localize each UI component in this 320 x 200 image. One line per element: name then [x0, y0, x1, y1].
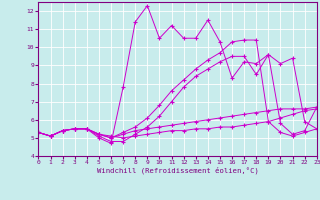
X-axis label: Windchill (Refroidissement éolien,°C): Windchill (Refroidissement éolien,°C) [97, 167, 259, 174]
